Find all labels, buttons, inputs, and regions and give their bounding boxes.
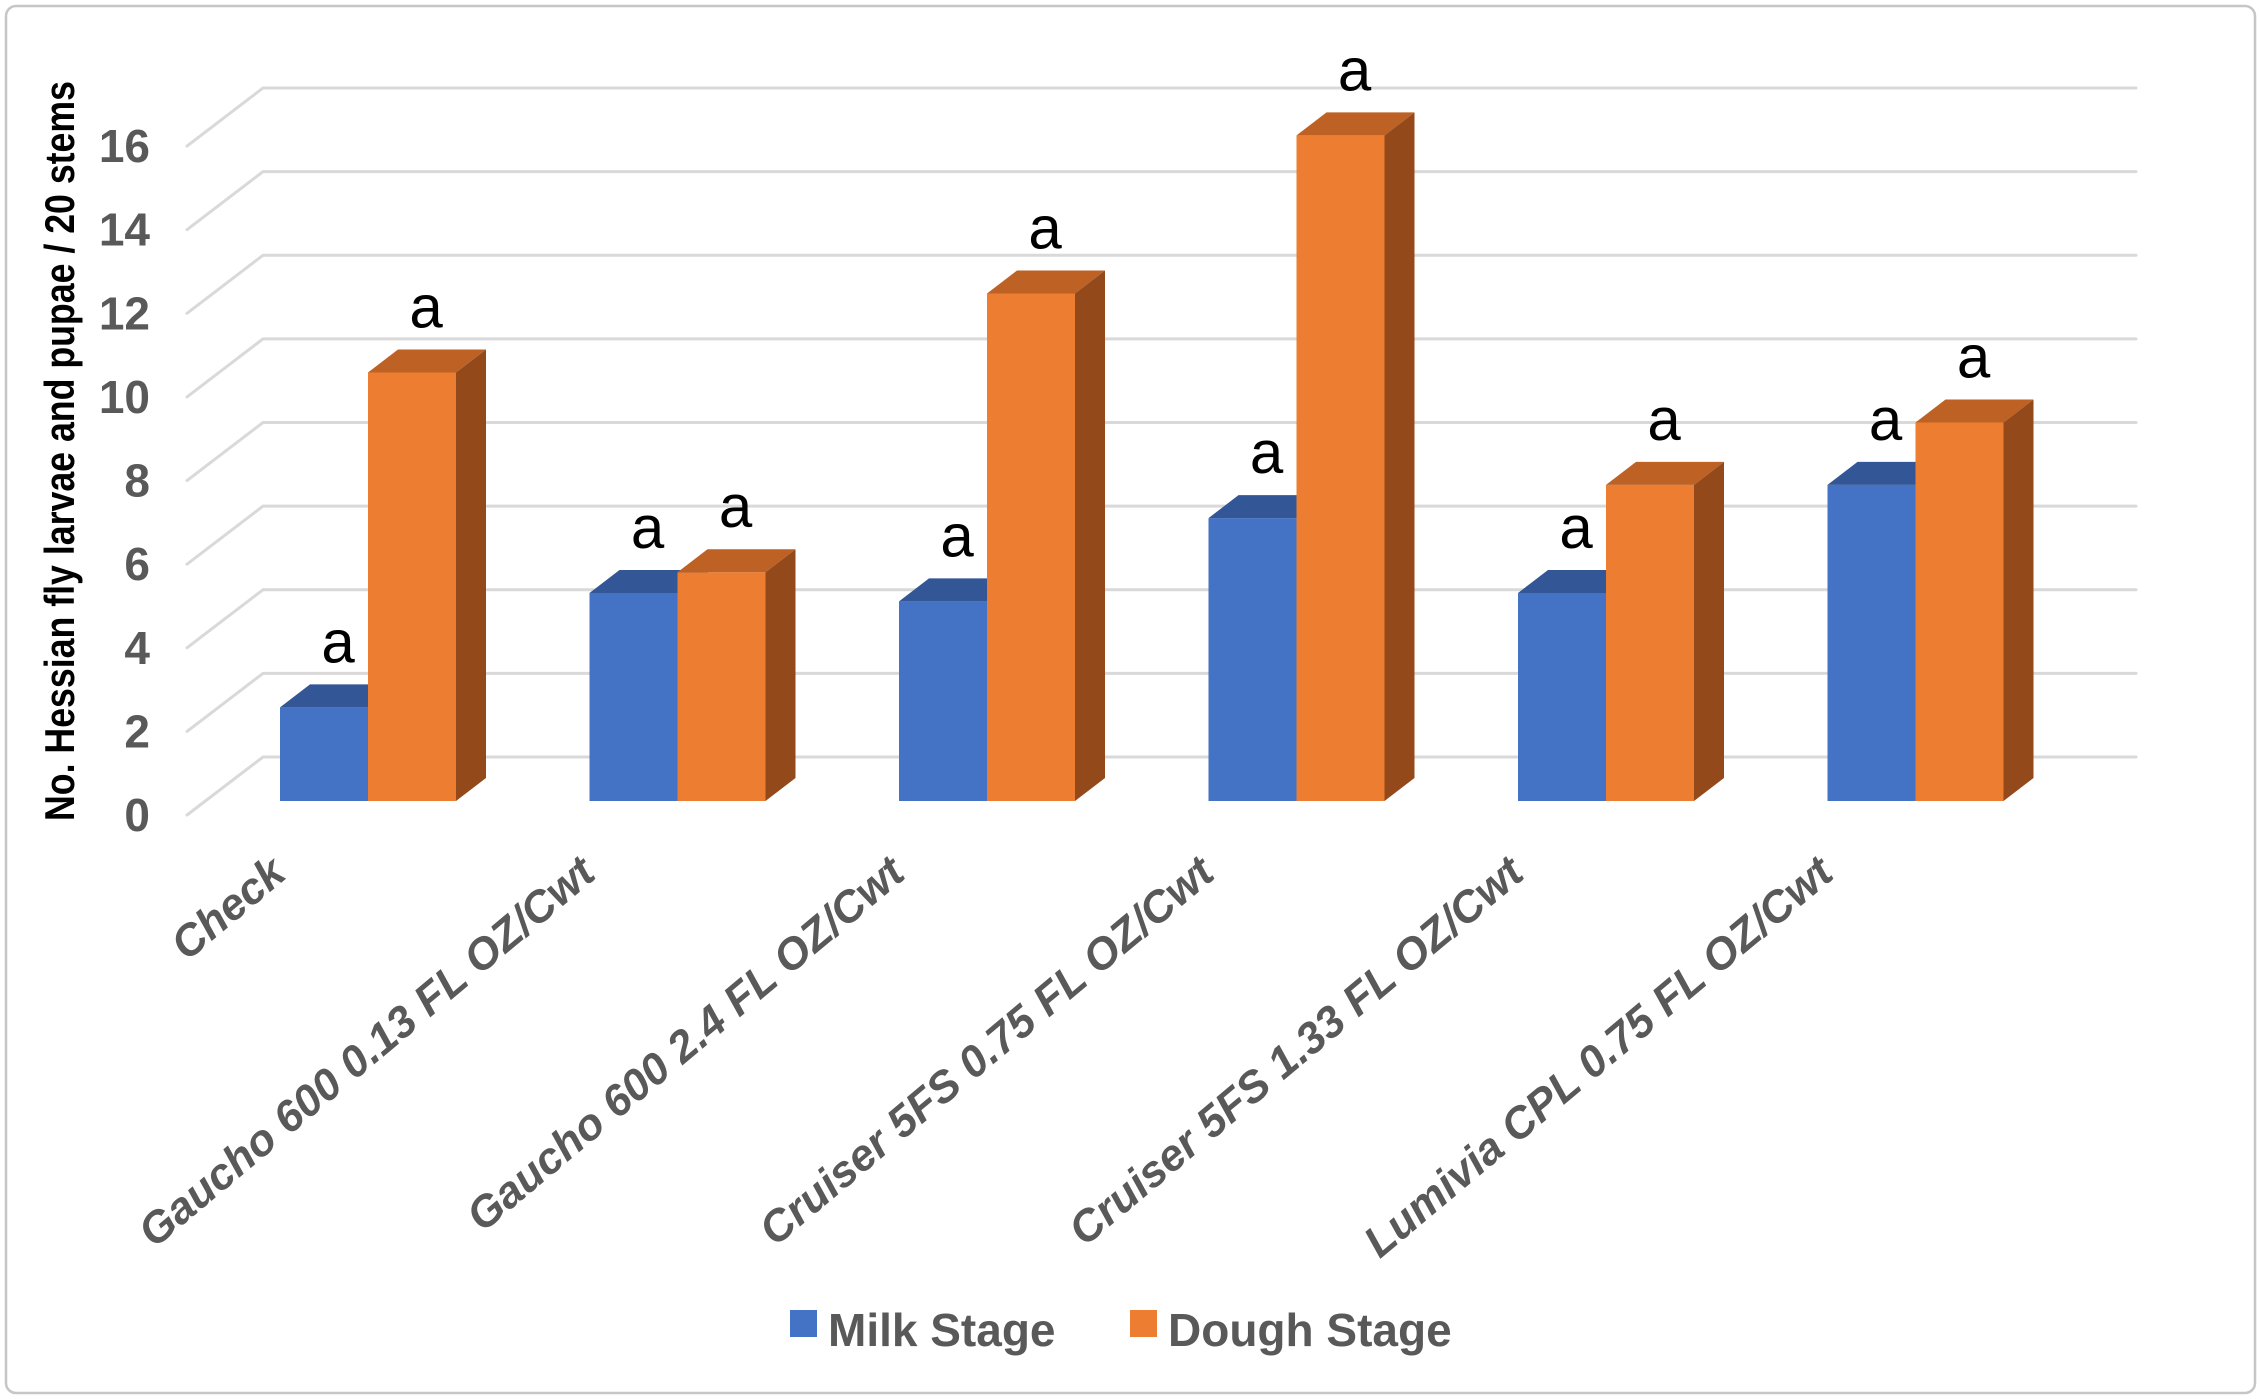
legend-swatch-dough-stage — [1130, 1310, 1157, 1337]
bar-group-3 — [1208, 112, 1415, 801]
bar-side-dough-stage-1 — [765, 549, 796, 801]
gridline-0 — [185, 755, 2138, 817]
point-label-milk-stage-3: a — [1250, 419, 1284, 486]
gridline-6 — [185, 504, 2138, 566]
legend-label-milk-stage: Milk Stage — [828, 1304, 1056, 1356]
point-label-dough-stage-4: a — [1647, 386, 1681, 453]
bar-front-milk-stage-0 — [280, 707, 368, 801]
bar-front-dough-stage-1 — [677, 572, 766, 801]
bar-front-dough-stage-0 — [368, 372, 456, 801]
bar-front-milk-stage-3 — [1208, 518, 1297, 801]
gridlines — [185, 86, 2138, 817]
y-tick-label-0: 0 — [124, 789, 150, 841]
y-tick-label-2: 2 — [124, 705, 150, 757]
point-label-milk-stage-5: a — [1869, 386, 1903, 453]
bar-group-0 — [280, 349, 486, 801]
bar-side-dough-stage-4 — [1694, 461, 1724, 801]
bar-front-dough-stage-4 — [1606, 484, 1694, 801]
y-tick-label-12: 12 — [99, 287, 150, 339]
y-axis-title: No. Hessian fly larvae and pupae / 20 st… — [36, 81, 83, 821]
bar-front-milk-stage-2 — [899, 601, 987, 801]
point-label-dough-stage-2: a — [1028, 194, 1062, 261]
bar-front-milk-stage-5 — [1827, 484, 1916, 801]
point-label-dough-stage-0: a — [409, 274, 443, 341]
gridline-10 — [185, 337, 2138, 399]
gridline-12 — [185, 253, 2138, 315]
y-tick-label-10: 10 — [99, 371, 150, 423]
point-label-milk-stage-2: a — [940, 502, 974, 569]
bar-series — [280, 112, 2034, 802]
bar-side-dough-stage-3 — [1384, 112, 1415, 801]
legend-label-dough-stage: Dough Stage — [1168, 1304, 1452, 1356]
bar-front-milk-stage-4 — [1518, 593, 1606, 801]
bar-group-2 — [899, 270, 1105, 802]
bar-front-dough-stage-3 — [1296, 135, 1385, 801]
bar-front-milk-stage-1 — [589, 593, 678, 801]
y-tick-label-16: 16 — [99, 120, 150, 172]
bar-side-dough-stage-2 — [1075, 270, 1105, 802]
chart-frame-border — [4, 4, 2257, 1395]
bar-top-dough-stage-4 — [1606, 461, 1724, 485]
bar-top-dough-stage-2 — [987, 270, 1105, 294]
bar-top-dough-stage-5 — [1915, 399, 2034, 423]
gridline-16 — [185, 86, 2138, 148]
legend-swatch-milk-stage — [790, 1310, 817, 1337]
point-label-dough-stage-5: a — [1957, 323, 1991, 390]
bar-front-dough-stage-5 — [1915, 422, 2004, 801]
bar-side-dough-stage-0 — [456, 349, 486, 801]
point-label-milk-stage-0: a — [321, 608, 355, 675]
y-tick-label-6: 6 — [124, 538, 150, 590]
gridline-8 — [185, 421, 2138, 483]
bar-top-dough-stage-1 — [677, 549, 796, 573]
gridline-4 — [185, 588, 2138, 650]
bar-group-5 — [1827, 399, 2034, 801]
bar-side-dough-stage-5 — [2003, 399, 2034, 801]
bar-group-4 — [1518, 461, 1724, 801]
legend: Milk Stage Dough Stage — [790, 1304, 1452, 1356]
gridline-14 — [185, 170, 2138, 232]
point-label-milk-stage-1: a — [631, 494, 665, 561]
gridline-2 — [185, 671, 2138, 733]
y-tick-label-14: 14 — [99, 204, 151, 256]
point-label-dough-stage-3: a — [1338, 36, 1372, 103]
y-tick-label-4: 4 — [124, 622, 150, 674]
bar-group-1 — [589, 549, 796, 801]
y-axis-tick-labels: 0 2 4 6 8 10 12 14 16 — [99, 120, 151, 841]
bar-front-dough-stage-2 — [987, 293, 1075, 801]
bar-top-dough-stage-0 — [368, 349, 486, 373]
point-label-milk-stage-4: a — [1559, 494, 1593, 561]
point-label-dough-stage-1: a — [719, 473, 753, 540]
bar-top-dough-stage-3 — [1296, 112, 1415, 136]
y-tick-label-8: 8 — [124, 455, 150, 507]
